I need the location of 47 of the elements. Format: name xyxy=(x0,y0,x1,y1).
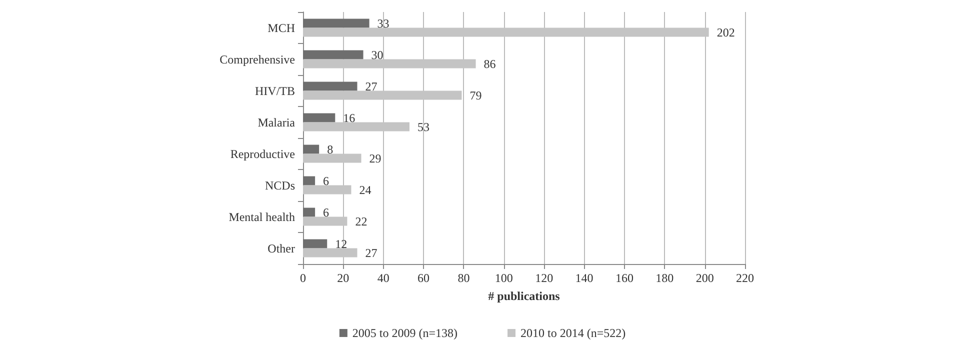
bar xyxy=(303,176,316,186)
y-tick-label: Reproductive xyxy=(230,146,295,161)
x-tick-label: 160 xyxy=(615,271,634,285)
data-label: 16 xyxy=(343,110,356,125)
bar xyxy=(303,18,370,28)
data-label: 27 xyxy=(365,79,378,94)
x-tick-label: 120 xyxy=(535,271,554,285)
bar xyxy=(303,50,364,60)
x-axis-title: # publications xyxy=(488,289,560,303)
x-tick-label: 100 xyxy=(494,271,513,285)
data-label: 6 xyxy=(323,205,330,220)
x-tick-label: 60 xyxy=(418,271,430,285)
data-label: 33 xyxy=(377,16,390,30)
x-tick-label: 220 xyxy=(736,271,754,285)
bar xyxy=(303,239,328,248)
y-tick-label: MCH xyxy=(268,20,296,35)
data-label: 12 xyxy=(335,236,348,251)
y-tick-label: NCDs xyxy=(264,178,296,192)
data-label: 8 xyxy=(327,142,334,156)
bar xyxy=(303,113,336,122)
y-tick-label: Malaria xyxy=(258,115,296,130)
legend-label: 2005 to 2009 (n=138) xyxy=(352,326,458,340)
data-label: 29 xyxy=(369,151,382,166)
data-label: 53 xyxy=(417,120,430,134)
legend-label: 2010 to 2014 (n=522) xyxy=(520,326,626,340)
bar xyxy=(303,82,358,91)
data-label: 27 xyxy=(365,246,378,260)
data-label: 24 xyxy=(359,182,372,197)
x-tick-label: 0 xyxy=(300,271,306,285)
y-tick-label: Other xyxy=(268,241,295,256)
data-label: 79 xyxy=(470,88,482,102)
data-label: 30 xyxy=(371,48,384,62)
x-tick-label: 80 xyxy=(458,271,470,285)
y-tick-label: Mental health xyxy=(228,210,295,224)
x-tick-label: 140 xyxy=(575,271,594,285)
x-tick-label: 20 xyxy=(337,271,350,285)
y-tick-label: HIV/TB xyxy=(255,84,295,98)
x-tick-label: 180 xyxy=(656,271,674,285)
x-tick-label: 200 xyxy=(696,271,714,285)
data-label: 6 xyxy=(323,174,330,188)
data-label: 22 xyxy=(355,214,368,228)
data-label: 202 xyxy=(716,25,735,40)
x-tick-label: 40 xyxy=(377,271,390,285)
bar xyxy=(303,208,316,217)
data-label: 86 xyxy=(484,56,496,71)
y-tick-label: Comprehensive xyxy=(220,52,295,66)
bar xyxy=(303,144,320,154)
